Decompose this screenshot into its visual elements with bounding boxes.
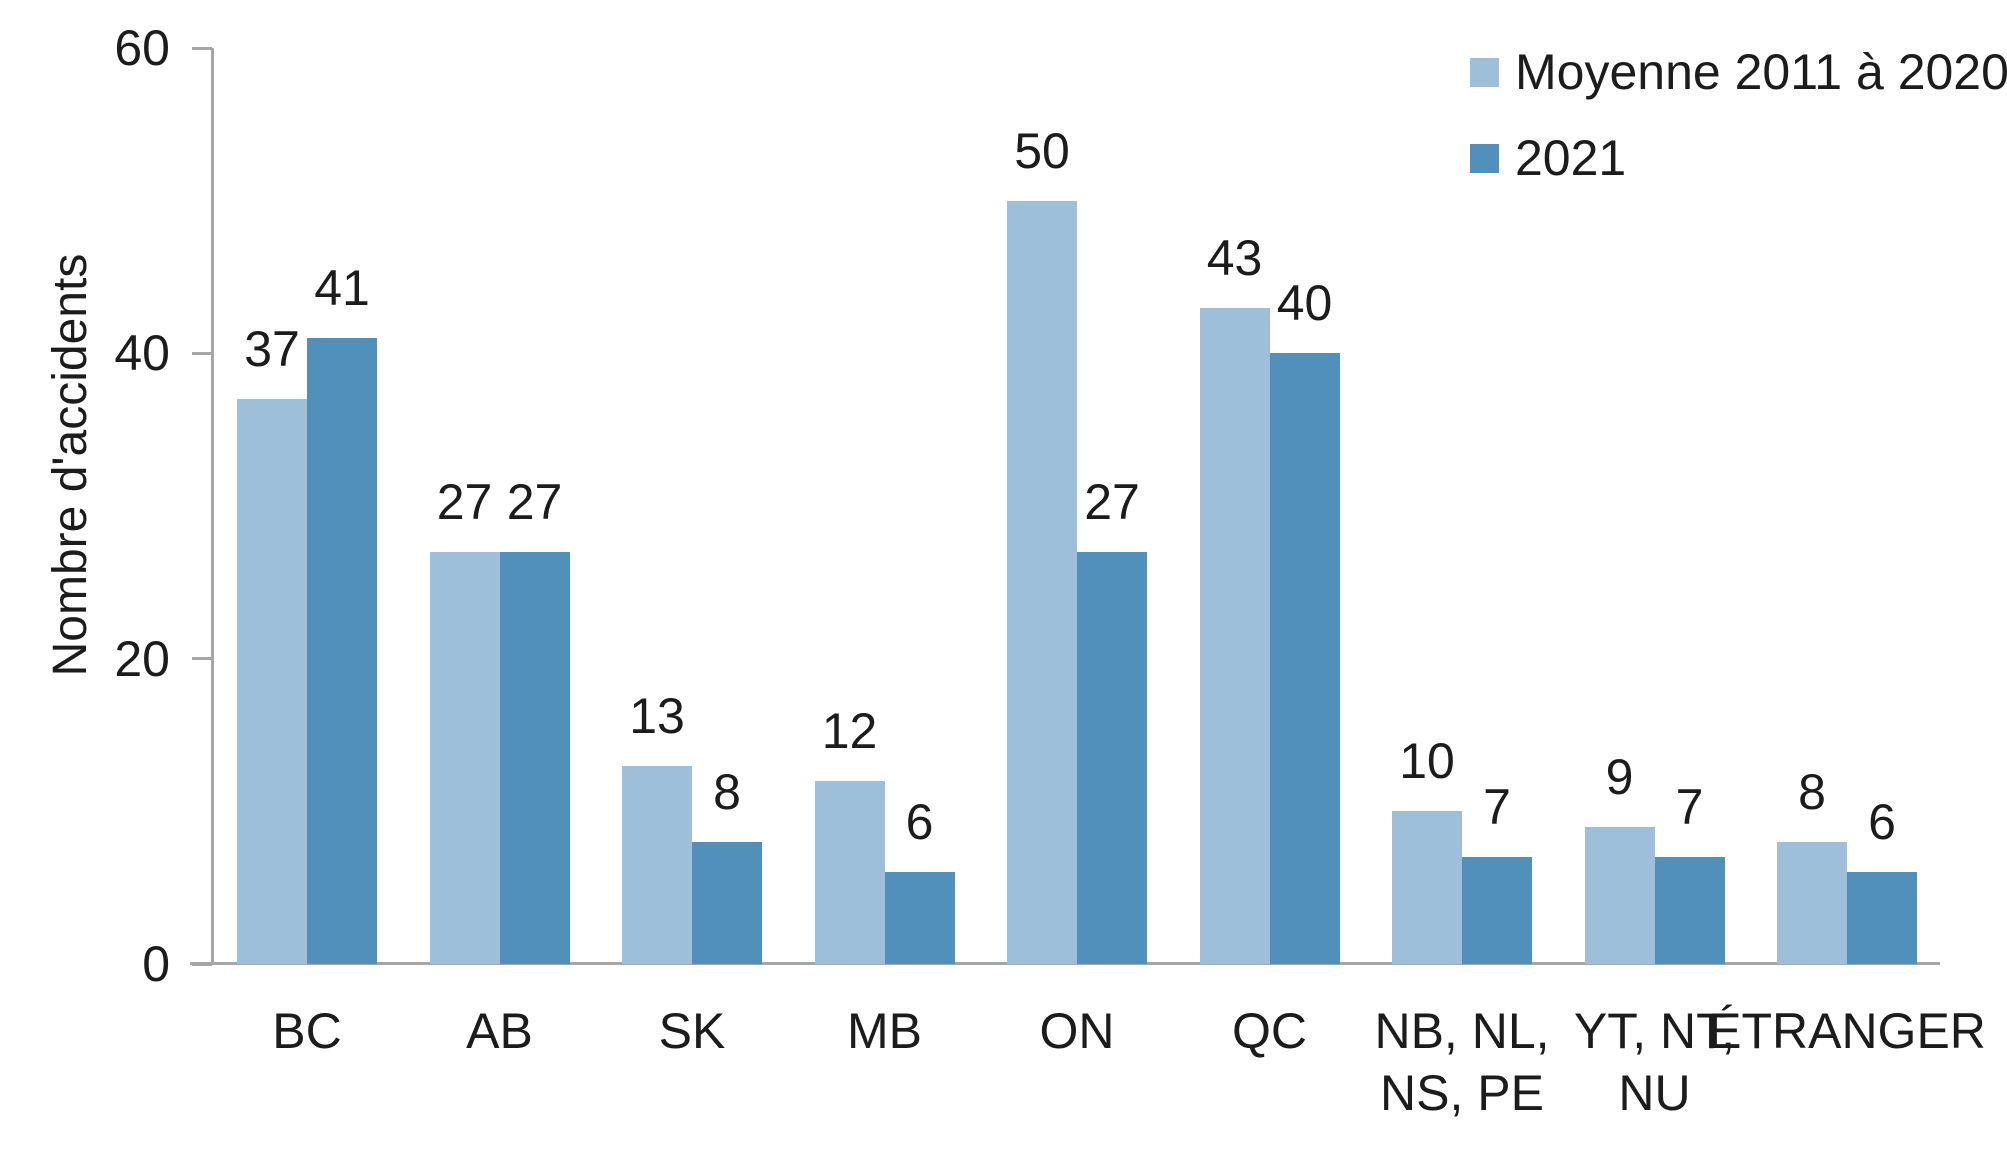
- bar-value-label: 27: [1084, 473, 1140, 530]
- y-tick-mark: [192, 962, 212, 966]
- bar: [1392, 811, 1462, 964]
- bar: [884, 872, 955, 964]
- y-tick-label: 60: [114, 20, 170, 76]
- x-category-label: QC: [1232, 1003, 1307, 1059]
- bar: [307, 338, 377, 964]
- bar-value-label: 9: [1605, 748, 1634, 805]
- bar-value-label: 50: [1014, 122, 1070, 179]
- x-category-label: MB: [847, 1003, 922, 1059]
- bar-value-label: 27: [436, 473, 493, 530]
- y-tick-label: 20: [114, 630, 170, 687]
- x-category-label: SK: [658, 1003, 726, 1059]
- bar: [1199, 307, 1270, 964]
- bar: [1584, 826, 1655, 964]
- bar: [1847, 872, 1917, 964]
- y-tick-label: 40: [114, 325, 170, 382]
- legend-swatch-icon: [1470, 143, 1499, 173]
- bar-value-label: 37: [244, 321, 300, 378]
- bar: [692, 841, 762, 964]
- bar: [1007, 200, 1077, 964]
- x-category-label: ON: [1039, 1003, 1115, 1059]
- bar: [1269, 353, 1340, 964]
- bar: [622, 765, 692, 964]
- x-category-label: NB, NL, NS, PE: [1374, 1003, 1550, 1121]
- bar-value-label: 41: [314, 260, 370, 317]
- bar: [1462, 857, 1532, 964]
- bar-value-label: 6: [905, 794, 934, 851]
- bar-value-label: 43: [1206, 229, 1263, 286]
- y-tick-label: 0: [142, 936, 170, 992]
- bar: [237, 399, 307, 964]
- y-tick-mark: [192, 657, 212, 661]
- bar: [429, 551, 500, 964]
- bar-value-label: 8: [1798, 763, 1826, 820]
- bar-value-label: 27: [506, 473, 563, 530]
- bar: [1777, 841, 1847, 964]
- bar-value-label: 40: [1276, 275, 1333, 332]
- bar-value-label: 7: [1675, 779, 1704, 836]
- x-category-label: AB: [466, 1003, 533, 1059]
- bar: [814, 780, 885, 964]
- bar-value-label: 12: [821, 702, 878, 759]
- x-category-label: YT, NT, NU: [1573, 1003, 1736, 1121]
- bar-value-label: 10: [1399, 733, 1455, 790]
- legend-item: 2021: [1470, 130, 1626, 186]
- bar: [499, 551, 570, 964]
- bar: [1654, 857, 1725, 964]
- y-tick-mark: [192, 351, 212, 355]
- bar-value-label: 7: [1483, 779, 1511, 836]
- legend-swatch-icon: [1470, 57, 1499, 87]
- bar: [1077, 551, 1147, 964]
- x-category-label: BC: [272, 1003, 342, 1059]
- bar-value-label: 6: [1868, 794, 1896, 851]
- legend-item: Moyenne 2011 à 2020: [1470, 44, 2007, 100]
- legend-label: Moyenne 2011 à 2020: [1515, 44, 2007, 100]
- y-axis-line: [211, 48, 214, 964]
- bar-value-label: 13: [629, 687, 685, 744]
- y-tick-mark: [192, 46, 212, 50]
- legend-label: 2021: [1515, 130, 1627, 186]
- bar-value-label: 8: [713, 763, 741, 820]
- x-category-label: ÉTRANGER: [1708, 1003, 1986, 1059]
